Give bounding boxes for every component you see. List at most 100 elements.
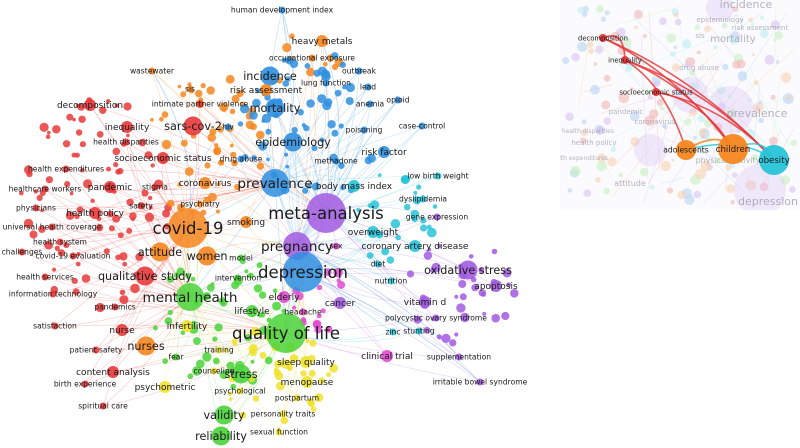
keyword-node-fear[interactable]	[172, 353, 180, 361]
keyword-node-sis[interactable]	[186, 85, 194, 93]
keyword-node-stunting[interactable]	[415, 327, 423, 335]
keyword-node-universal-health-coverage[interactable]	[48, 223, 56, 231]
inset-node-obesity[interactable]	[759, 145, 789, 175]
keyword-node-elderly[interactable]	[278, 291, 290, 303]
keyword-node-dyslipidemia[interactable]	[419, 195, 427, 203]
keyword-node-depression[interactable]	[283, 252, 323, 292]
keyword-node-covid-19[interactable]	[168, 208, 208, 248]
keyword-node-overweight[interactable]	[367, 226, 379, 238]
keyword-node-psychiatry[interactable]	[196, 200, 204, 208]
keyword-node-satisfaction[interactable]	[51, 322, 59, 330]
keyword-node-health-system[interactable]	[56, 238, 64, 246]
keyword-node-decomposition[interactable]	[84, 99, 96, 111]
keyword-node-psychometric[interactable]	[159, 381, 171, 393]
keyword-node-intimate-partner-violence[interactable]	[196, 100, 204, 108]
keyword-node-irritable-bowel-syndrome[interactable]	[476, 378, 484, 386]
keyword-node-qualitative-study[interactable]	[135, 266, 155, 286]
inset-node-children[interactable]	[718, 134, 748, 164]
keyword-node-zinc[interactable]	[389, 328, 397, 336]
keyword-node-mortality[interactable]	[265, 98, 285, 118]
keyword-node-case-control[interactable]	[418, 122, 426, 130]
keyword-node-safety[interactable]	[137, 202, 145, 210]
keyword-node-coronary-artery-disease[interactable]	[409, 240, 421, 252]
keyword-node-incidence[interactable]	[260, 66, 280, 86]
keyword-node-health-policy[interactable]	[89, 207, 101, 219]
keyword-node-gene-expression[interactable]	[433, 213, 441, 221]
keyword-node-stigma[interactable]	[151, 183, 159, 191]
keyword-node-human-development-index[interactable]	[278, 6, 286, 14]
keyword-node-nurses[interactable]	[136, 336, 156, 356]
keyword-node-wastewater[interactable]	[148, 67, 156, 75]
keyword-node-patient-safety[interactable]	[92, 346, 100, 354]
keyword-node-information-technology[interactable]	[49, 290, 57, 298]
keyword-node-risk-assessment[interactable]	[260, 84, 272, 96]
keyword-node-sleep-quality[interactable]	[300, 356, 312, 368]
keyword-node-sexual-function[interactable]	[275, 428, 283, 436]
keyword-node-sars-cov-2[interactable]	[183, 116, 203, 136]
keyword-node-socioeconomic-status[interactable]	[157, 152, 169, 164]
keyword-node-drug-abuse[interactable]	[237, 155, 245, 163]
keyword-node-anemia[interactable]	[366, 100, 374, 108]
keyword-node-risk-factor[interactable]	[378, 146, 390, 158]
keyword-node-covid-19-evaluation[interactable]	[69, 252, 77, 260]
keyword-node-mental-health[interactable]	[176, 283, 204, 311]
keyword-node-pandemics[interactable]	[111, 303, 119, 311]
keyword-node-smoking[interactable]	[240, 216, 252, 228]
inset-node-inequality[interactable]	[621, 56, 629, 64]
keyword-node-low-birth-weight[interactable]	[434, 172, 442, 180]
keyword-node-methadone[interactable]	[332, 157, 340, 165]
keyword-node-infertility[interactable]	[181, 320, 193, 332]
keyword-node-counseling[interactable]	[210, 367, 218, 375]
inset-node-decomposition[interactable]	[599, 34, 607, 42]
keyword-node-physicians[interactable]	[32, 204, 40, 212]
keyword-node-oxidative-stress[interactable]	[458, 260, 478, 280]
keyword-node-model[interactable]	[237, 254, 245, 262]
keyword-node-apoptosis[interactable]	[490, 280, 502, 292]
keyword-node-nutrition[interactable]	[387, 277, 395, 285]
keyword-node-intervention[interactable]	[234, 274, 242, 282]
keyword-node-prevalence[interactable]	[261, 169, 289, 197]
keyword-node-challenges[interactable]	[18, 248, 26, 256]
keyword-node-clinical-trial[interactable]	[381, 350, 393, 362]
keyword-node-attitude[interactable]	[150, 242, 170, 262]
keyword-node-polycystic-ovary-syndrome[interactable]	[432, 314, 440, 322]
keyword-node-lifestyle[interactable]	[246, 305, 258, 317]
keyword-node-epidemiology[interactable]	[283, 132, 303, 152]
keyword-node-health-disparities[interactable]	[122, 138, 130, 146]
keyword-node-diet[interactable]	[374, 260, 382, 268]
keyword-node-cancer[interactable]	[334, 297, 346, 309]
keyword-node-training[interactable]	[215, 346, 223, 354]
keyword-node-opioid[interactable]	[394, 96, 402, 104]
keyword-node-lung-function[interactable]	[322, 79, 330, 87]
keyword-node-birth-experience[interactable]	[81, 380, 89, 388]
keyword-node-postpartum[interactable]	[293, 394, 301, 402]
keyword-node-personality-traits[interactable]	[279, 410, 287, 418]
keyword-node-spiritual-care[interactable]	[99, 402, 107, 410]
keyword-node-hiv[interactable]	[224, 123, 232, 131]
keyword-node-health-services[interactable]	[41, 273, 49, 281]
keyword-node-meta-analysis[interactable]	[306, 193, 346, 233]
keyword-node-inequality[interactable]	[121, 121, 133, 133]
keyword-node-lead[interactable]	[364, 83, 372, 91]
keyword-node-headache[interactable]	[299, 308, 307, 316]
keyword-node-validity[interactable]	[214, 405, 234, 425]
keyword-node-stress[interactable]	[231, 364, 251, 384]
keyword-node-coronavirus[interactable]	[199, 177, 211, 189]
inset-node-socioeconomic-status[interactable]	[652, 88, 660, 96]
keyword-node-supplementation[interactable]	[455, 353, 463, 361]
keyword-node-women[interactable]	[197, 246, 217, 266]
keyword-node-body-mass-index[interactable]	[348, 180, 360, 192]
keyword-node-healthcare-workers[interactable]	[41, 185, 49, 193]
keyword-node-outbreak[interactable]	[355, 67, 363, 75]
keyword-node-vitamin-d[interactable]	[419, 296, 431, 308]
keyword-node-pandemic[interactable]	[104, 181, 116, 193]
keyword-node-poisoning[interactable]	[360, 126, 368, 134]
keyword-node-occupational-exposure[interactable]	[308, 54, 316, 62]
keyword-node-psychological[interactable]	[236, 387, 244, 395]
keyword-node-menopause[interactable]	[301, 376, 313, 388]
inset-node-adolescents[interactable]	[676, 140, 696, 160]
keyword-node-quality-of-life[interactable]	[266, 313, 306, 353]
keyword-node-sex[interactable]	[332, 242, 340, 250]
keyword-node-content-analysis[interactable]	[107, 366, 119, 378]
keyword-node-reliability[interactable]	[211, 426, 231, 446]
